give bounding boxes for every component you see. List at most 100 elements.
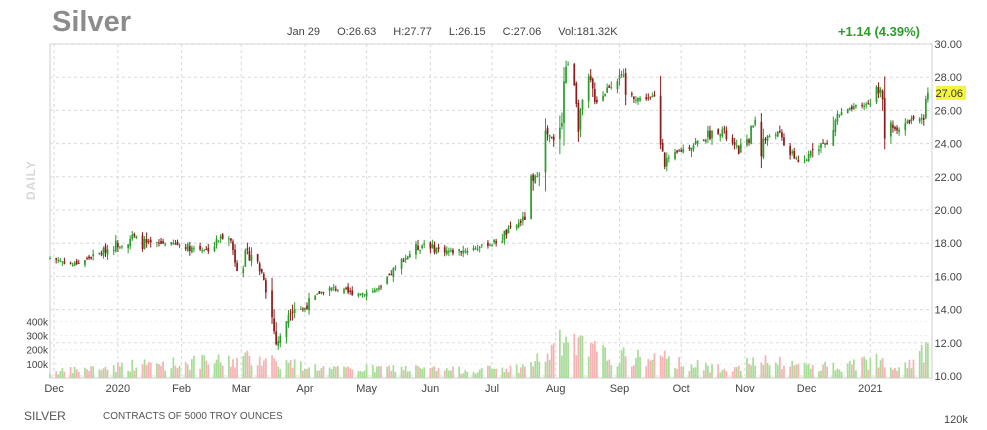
candle-body [388,274,391,276]
volume-bar [604,347,606,378]
candle-body [404,258,407,260]
price-tick-label: 28.00 [934,72,962,84]
candle-body [207,248,210,252]
date-tick-label: Jul [485,383,499,395]
candle-body [676,150,678,153]
volume-bar [402,370,405,378]
candle-body [230,238,232,241]
candle-body [147,240,150,242]
volume-bar [865,359,868,378]
volume-bar [618,363,621,378]
candle-body [536,176,539,178]
candle-body [559,127,561,139]
candle-body [848,107,851,110]
candle-body [894,127,896,130]
volume-bar [807,363,810,378]
candle-body [896,127,898,131]
volume-bar [429,368,432,378]
candle-body [417,245,419,251]
volume-bar [437,367,440,378]
candle-body [649,96,652,98]
volume-bar [552,343,555,378]
volume-bar [193,355,195,378]
ohlc-low: L:26.15 [448,26,486,38]
date-tick-label: Sep [610,383,630,395]
date-tick-label: Aug [546,383,566,395]
volume-bar [77,372,80,378]
footer-description: CONTRACTS OF 5000 TROY OUNCES [103,411,283,422]
candle-body [840,111,843,116]
volume-bar [608,359,611,378]
volume-bar [495,368,498,378]
candle-body [345,287,347,289]
candle-body [524,216,526,220]
candle-body [725,130,728,139]
candle-body [408,254,411,258]
candle-body [826,143,829,145]
volume-bar [760,362,763,378]
volume-bar [322,366,325,378]
candle-body [450,250,452,252]
price-tick-label: 24.00 [934,139,962,151]
footer-volume-label: 120k [944,414,968,426]
volume-bar [361,371,364,378]
volume-bar [867,369,870,378]
volume-bar [667,356,670,378]
candle-body [112,250,115,252]
volume-bar [242,356,245,378]
candle-body [406,256,409,260]
candle-body [608,85,611,88]
volume-bar [692,367,695,378]
volume-bar [131,359,134,378]
volume-bar [447,370,450,378]
candle-body [573,64,576,86]
volume-bar [653,353,656,378]
candle-body [86,257,88,259]
candle-body [509,225,512,228]
candle-body [548,134,551,137]
candle-body [205,248,208,250]
candle-body [164,244,166,246]
volume-bar [883,367,886,378]
volume-bar [709,372,711,378]
volume-bar [493,368,495,378]
volume-bar [509,365,512,378]
volume-bar [838,369,841,378]
candle-body [332,287,335,289]
volume-bar [676,368,678,378]
candle-body [750,125,752,144]
volume-bar [228,355,230,378]
candle-body [491,244,493,246]
candle-body [861,104,863,106]
candle-body [711,130,713,139]
candle-body [127,244,129,249]
volume-bar [682,366,685,378]
volume-bar [205,360,208,378]
candle-body [651,96,654,98]
volume-bar [517,372,520,378]
candle-body [474,248,477,250]
volume-bar [90,366,92,378]
candle-body [98,252,101,254]
volume-tick-label: 100k [26,360,49,371]
candle-body [762,138,765,158]
candle-body [532,174,535,181]
volume-bar [445,368,448,378]
volume-bar [149,362,152,378]
volume-bar [158,364,160,378]
candle-body [433,244,436,253]
volume-bar [423,367,426,378]
candle-body [244,250,247,267]
volume-bar [565,336,567,378]
volume-bar [57,374,60,378]
volume-bar [363,370,366,378]
candle-body [141,235,144,249]
volume-bar [809,368,812,378]
candle-body [265,280,267,293]
volume-bar [877,367,880,378]
volume-bar [404,365,407,378]
volume-bar [386,366,389,378]
candle-body [717,129,720,135]
candle-body [678,150,680,152]
